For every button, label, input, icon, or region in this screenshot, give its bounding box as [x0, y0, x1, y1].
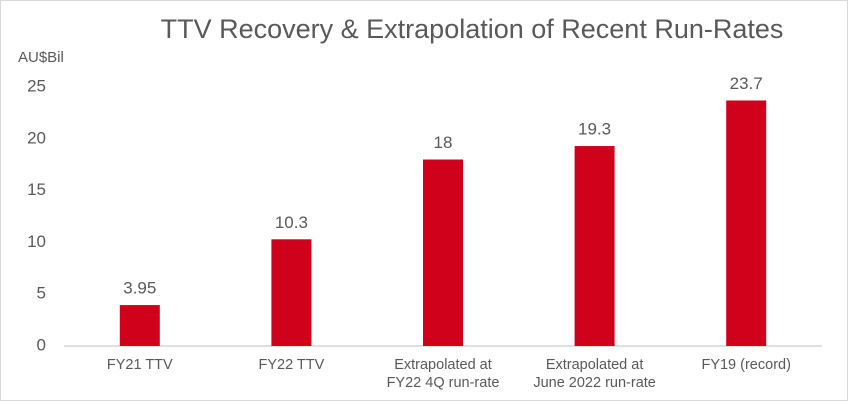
x-tick-label: Extrapolated at: [394, 357, 492, 373]
data-label: 19.3: [578, 120, 611, 139]
x-tick-label: June 2022 run-rate: [533, 375, 656, 391]
y-tick-label: 20: [27, 128, 46, 147]
bar: [574, 146, 615, 346]
data-label: 3.95: [123, 279, 156, 298]
x-tick-label: Extrapolated at: [546, 357, 644, 373]
y-tick-label: 5: [37, 284, 46, 303]
bar: [119, 305, 160, 346]
bar: [423, 159, 463, 346]
x-tick-label: FY21 TTV: [107, 357, 173, 373]
x-tick-label: FY22 TTV: [258, 357, 324, 373]
y-tick-label: 0: [37, 335, 46, 354]
y-tick-label: 10: [27, 232, 46, 251]
data-label: 10.3: [275, 213, 308, 232]
x-tick-label: FY19 (record): [701, 357, 790, 373]
data-label: 23.7: [730, 74, 763, 93]
bar: [726, 100, 767, 346]
y-axis-label: AU$Bil: [18, 49, 64, 66]
chart-title: TTV Recovery & Extrapolation of Recent R…: [161, 14, 784, 44]
y-tick-label: 15: [27, 180, 46, 199]
bar: [271, 239, 312, 346]
x-tick-label: FY22 4Q run-rate: [387, 375, 500, 391]
data-label: 18: [434, 133, 453, 152]
y-tick-label: 25: [27, 76, 46, 95]
